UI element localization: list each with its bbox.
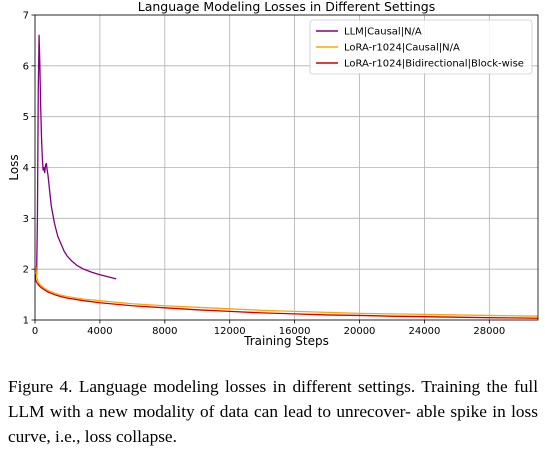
ticks: 0 4000 8000 12000 16000 20000 24000 28000 1 2 3 4 5 6… bbox=[23, 11, 506, 338]
caption-line-2: the full LLM with a new modality of data… bbox=[8, 377, 539, 421]
caption-line-1: Figure 4. Language modeling losses in di… bbox=[8, 377, 481, 396]
y-tick-label: 1 bbox=[23, 316, 29, 327]
legend-entry-2: LoRA-r1024|Causal|N/A bbox=[344, 43, 460, 54]
chart: Language Modeling Losses in Different Se… bbox=[7, 0, 539, 348]
series-line-3 bbox=[34, 276, 539, 319]
chart-title: Language Modeling Losses in Different Se… bbox=[138, 0, 435, 14]
x-tick-label: 16000 bbox=[279, 326, 311, 337]
y-axis-label: Loss bbox=[7, 154, 21, 180]
y-tick-label: 2 bbox=[23, 265, 29, 276]
x-tick-label: 8000 bbox=[152, 326, 177, 337]
x-tick-label: 28000 bbox=[473, 326, 505, 337]
x-axis-label: Training Steps bbox=[243, 334, 329, 348]
caption-line-3: able spike in loss curve, i.e., loss col… bbox=[8, 402, 538, 446]
x-tick-label: 20000 bbox=[344, 326, 376, 337]
figure-caption: Figure 4. Language modeling losses in di… bbox=[8, 374, 538, 449]
y-tick-label: 3 bbox=[23, 214, 29, 225]
series-layer bbox=[34, 34, 539, 319]
legend-entry-1: LLM|Causal|N/A bbox=[344, 27, 422, 38]
y-tick-label: 4 bbox=[23, 163, 29, 174]
x-tick-label: 24000 bbox=[409, 326, 441, 337]
y-tick-label: 5 bbox=[23, 112, 29, 123]
y-tick-label: 6 bbox=[23, 61, 29, 72]
series-line-1 bbox=[34, 34, 117, 280]
legend: LLM|Causal|N/A LoRA-r1024|Causal|N/A LoRA-… bbox=[309, 19, 533, 75]
x-tick-label: 0 bbox=[32, 326, 38, 337]
chart-svg: Language Modeling Losses in Different Se… bbox=[7, 0, 539, 348]
series-line-2 bbox=[34, 265, 539, 317]
y-tick-label: 7 bbox=[23, 11, 29, 22]
x-tick-label: 12000 bbox=[214, 326, 246, 337]
legend-box bbox=[309, 19, 533, 75]
x-tick-label: 4000 bbox=[87, 326, 112, 337]
legend-entry-3: LoRA-r1024|Bidirectional|Block-wise bbox=[344, 59, 524, 70]
